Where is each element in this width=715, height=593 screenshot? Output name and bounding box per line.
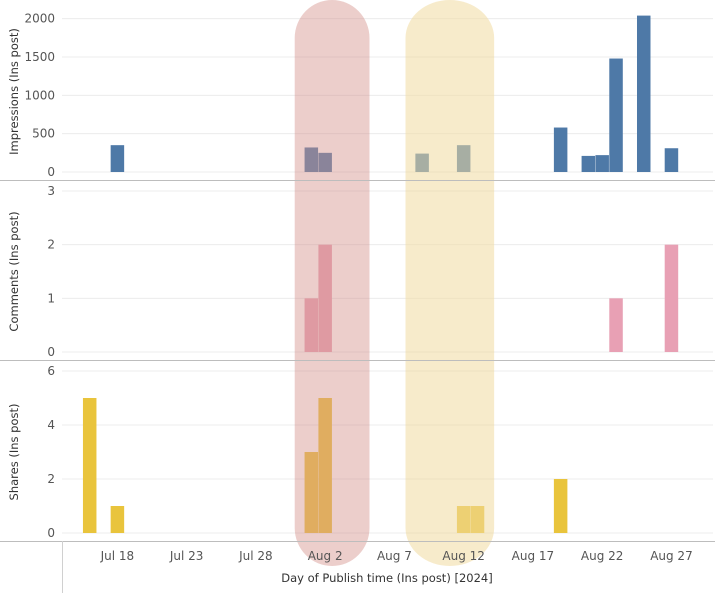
highlight-band <box>405 0 495 566</box>
bar <box>664 244 679 352</box>
y-tick-label: 1500 <box>24 50 55 64</box>
x-tick-label: Jul 23 <box>169 549 204 563</box>
y-tick-label: 0 <box>47 345 55 359</box>
y-tick-label: 1000 <box>24 88 55 102</box>
bar <box>553 479 568 533</box>
x-axis-title: Day of Publish time (Ins post) [2024] <box>281 571 492 585</box>
y-axis-title: Shares (Ins post) <box>7 404 21 501</box>
bar <box>318 152 332 172</box>
y-tick-label: 2000 <box>24 12 55 26</box>
bar <box>82 398 97 533</box>
x-tick-label: Aug 2 <box>308 549 343 563</box>
y-tick-label: 6 <box>47 364 55 378</box>
bar <box>304 452 319 533</box>
bar <box>664 148 679 172</box>
x-tick-label: Aug 22 <box>581 549 624 563</box>
x-tick-label: Aug 17 <box>512 549 555 563</box>
x-tick-label: Aug 12 <box>442 549 485 563</box>
panel-2: 0 1 2 3 Comments (Ins post) <box>7 184 713 359</box>
bar <box>595 155 609 172</box>
y-tick-label: 2 <box>47 472 55 486</box>
y-tick-label: 0 <box>47 165 55 179</box>
bar <box>110 506 125 533</box>
bar <box>581 155 596 172</box>
bar <box>553 127 568 172</box>
y-axis-title: Comments (Ins post) <box>7 211 21 331</box>
y-tick-label: 0 <box>47 526 55 540</box>
y-tick-label: 500 <box>32 127 55 141</box>
bar <box>636 15 651 172</box>
x-tick-label: Jul 18 <box>100 549 135 563</box>
y-tick-label: 3 <box>47 184 55 198</box>
bar <box>318 398 332 533</box>
bar <box>304 147 319 172</box>
bar <box>609 58 623 172</box>
y-axis-title: Impressions (Ins post) <box>7 28 21 155</box>
bar <box>609 298 623 352</box>
bar <box>110 145 125 172</box>
y-tick-label: 2 <box>47 238 55 252</box>
bar <box>304 298 319 352</box>
highlight-band <box>294 0 370 566</box>
x-tick-label: Aug 7 <box>377 549 412 563</box>
y-tick-label: 4 <box>47 418 55 432</box>
x-tick-label: Jul 28 <box>238 549 273 563</box>
bar <box>318 244 332 352</box>
y-tick-label: 1 <box>47 291 55 305</box>
x-tick-label: Aug 27 <box>650 549 693 563</box>
